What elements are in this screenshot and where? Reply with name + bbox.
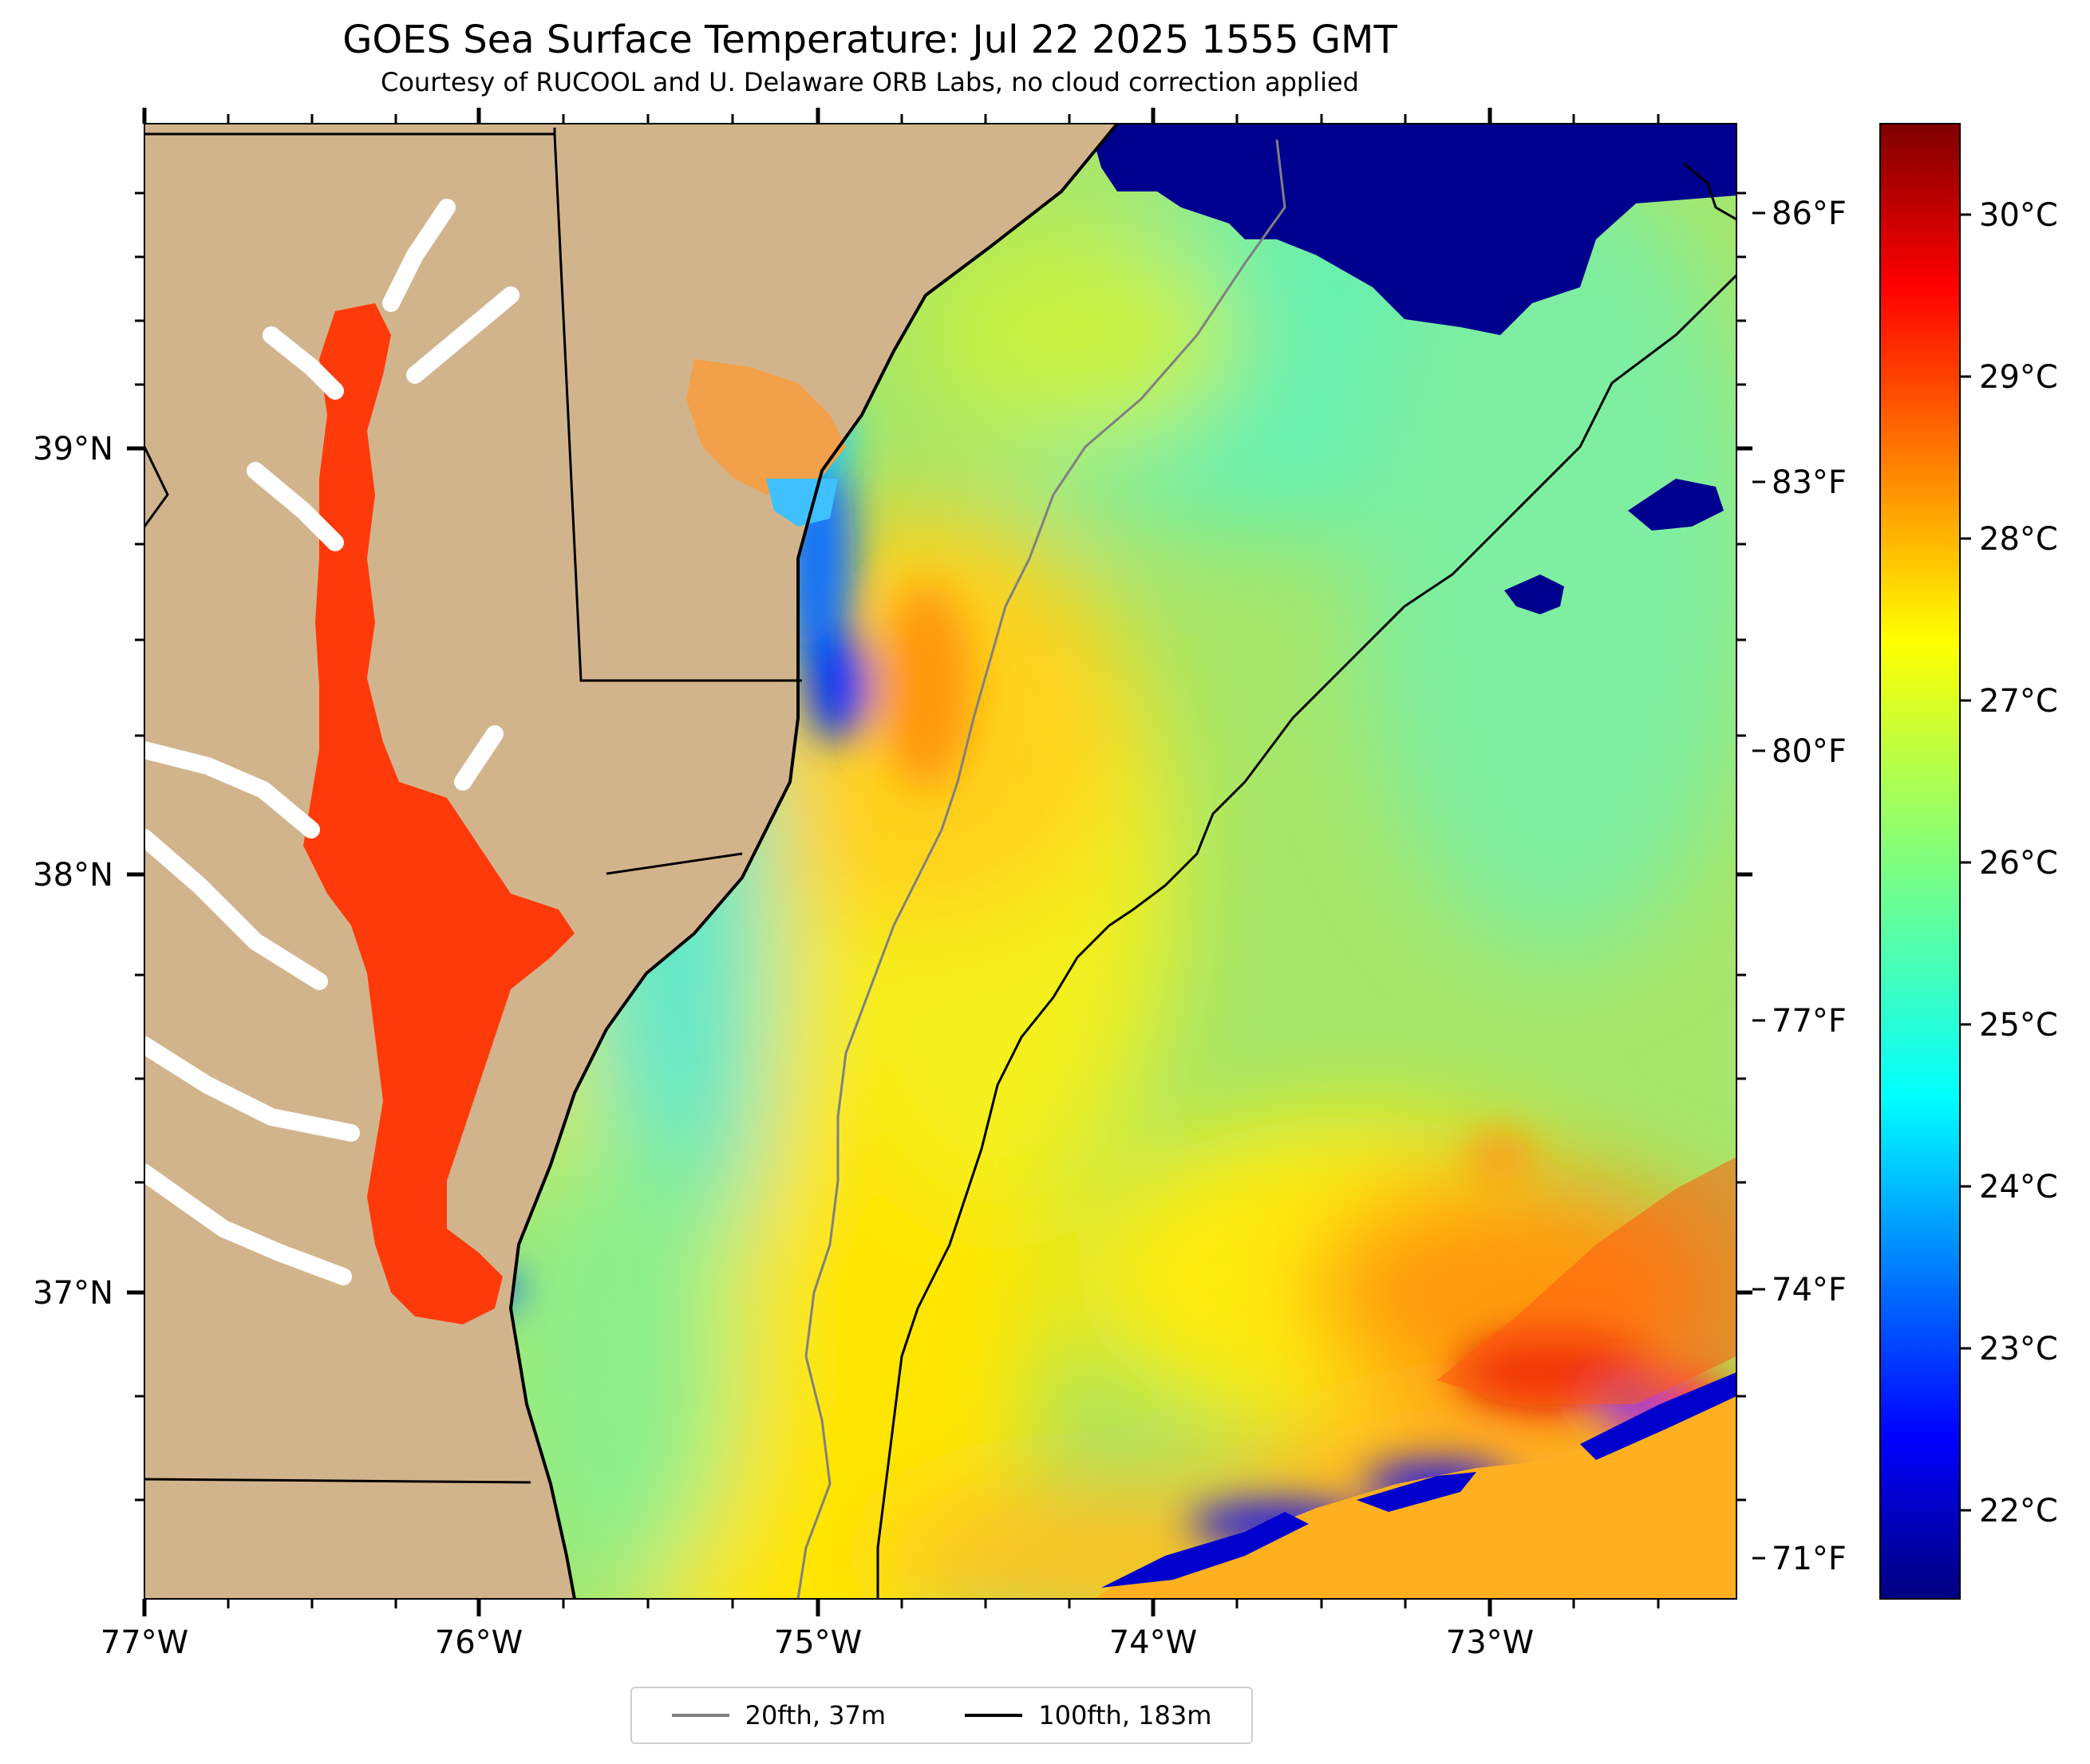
lon-ticks [142, 108, 1492, 1616]
fahrenheit-label-83: 83°F [1772, 464, 1847, 501]
colorbar-label-27c: 27°C [1979, 683, 2058, 720]
legend-item-20fth: 20fth, 37m [671, 1700, 887, 1730]
colorbar-label-28c: 28°C [1979, 521, 2058, 558]
delaware-bay [686, 359, 846, 495]
colorbar-label-30c: 30°C [1979, 197, 2058, 234]
fahrenheit-label-71: 71°F [1772, 1541, 1847, 1577]
legend-swatch-100fth [965, 1714, 1023, 1717]
delaware-bay-mouth [766, 479, 838, 527]
colorbar-ticks [1960, 213, 1971, 1512]
legend-label-20fth: 20fth, 37m [745, 1700, 887, 1730]
map-frame [144, 123, 1737, 1600]
colorbar-label-25c: 25°C [1979, 1007, 2058, 1044]
chesapeake-bay [303, 303, 575, 1324]
fahrenheit-label-80: 80°F [1772, 733, 1847, 770]
map-plot-area [144, 124, 1736, 1599]
cold-water-region [1093, 124, 1736, 335]
state-borders [144, 128, 802, 1484]
lon-label-74w: 74°W [1109, 1624, 1197, 1661]
contour-100fth [876, 274, 1736, 1599]
fahrenheit-label-77: 77°F [1772, 1003, 1847, 1040]
cold-filament-east [1580, 1372, 1736, 1460]
legend-label-100fth: 100fth, 183m [1038, 1700, 1212, 1730]
colorbar-label-23c: 23°C [1979, 1331, 2058, 1367]
colorbar-label-22c: 22°C [1979, 1493, 2058, 1529]
cold-filament-south-2 [1357, 1472, 1476, 1512]
lat-label-38n: 38°N [33, 857, 113, 894]
cold-eddy-2 [1628, 479, 1724, 531]
lat-ticks [127, 446, 1752, 1295]
fahrenheit-label-74: 74°F [1772, 1272, 1847, 1308]
coastline [508, 124, 1119, 1599]
colorbar-label-26c: 26°C [1979, 845, 2058, 882]
colorbar-label-29c: 29°C [1979, 359, 2058, 396]
warm-edge-east [1436, 1157, 1736, 1404]
lon-label-76w: 76°W [435, 1624, 523, 1661]
legend-item-100fth: 100fth, 183m [965, 1700, 1211, 1730]
cold-eddy-1 [1504, 574, 1564, 614]
cold-filament-south [1101, 1512, 1309, 1588]
map-subtitle: Courtesy of RUCOOL and U. Delaware ORB L… [381, 67, 1359, 97]
fahrenheit-ticks [1752, 211, 1765, 1560]
map-title: GOES Sea Surface Temperature: Jul 22 202… [342, 18, 1397, 62]
contour-20fth [796, 139, 1286, 1599]
lon-label-75w: 75°W [774, 1624, 862, 1661]
lat-minor-ticks [135, 191, 1746, 1502]
rivers [144, 199, 520, 1285]
lat-label-39n: 39°N [33, 431, 113, 468]
fahrenheit-label-86: 86°F [1772, 195, 1847, 232]
lon-minor-ticks [227, 114, 1660, 1608]
lon-label-77w: 77°W [101, 1624, 188, 1661]
contour-legend: 20fth, 37m 100fth, 183m [630, 1687, 1253, 1744]
lat-label-37n: 37°N [33, 1275, 113, 1312]
colorbar [1879, 123, 1961, 1600]
shelf-break-ne [1683, 162, 1736, 221]
lon-label-73w: 73°W [1446, 1624, 1534, 1661]
colorbar-label-24c: 24°C [1979, 1169, 2058, 1206]
legend-swatch-20fth [671, 1714, 729, 1717]
